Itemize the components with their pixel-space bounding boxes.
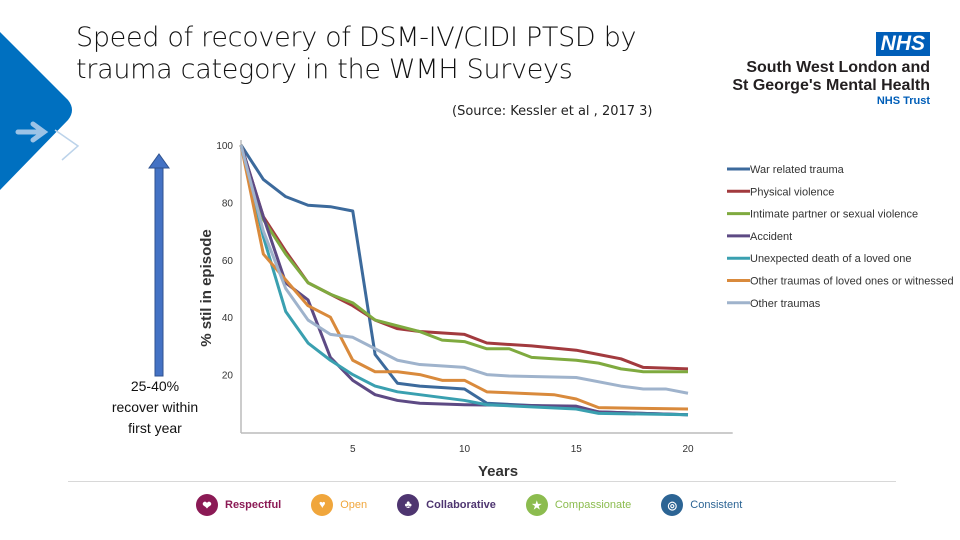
title-line-2: trauma category in the WMH Surveys [76, 54, 573, 85]
value-label: Open [340, 499, 368, 511]
arrow-right-icon [15, 121, 49, 143]
group-icon: ★ [525, 494, 548, 516]
y-tick-label: 60 [222, 256, 234, 267]
legend-label: Other traumas [750, 298, 821, 310]
slide-title: Speed of recovery of DSM-IV/CIDI PTSD by… [76, 22, 637, 86]
heart-icon: ♥ [311, 494, 334, 516]
decorative-chevron-shape [0, 32, 80, 190]
x-tick-label: 20 [682, 444, 694, 455]
legend-label: War related trauma [750, 164, 845, 176]
handshake-icon: ❤ [196, 494, 218, 516]
y-tick-label: 20 [222, 371, 234, 382]
x-tick-label: 5 [350, 444, 356, 455]
legend-label: Unexpected death of a loved one [750, 253, 911, 265]
nhs-logo: NHS South West London and St George's Me… [720, 32, 930, 107]
value-respectful: ❤ Respectful [196, 494, 281, 516]
people-icon: ♣ [397, 494, 420, 516]
legend-label: Intimate partner or sexual violence [750, 209, 918, 221]
value-consistent: ◎ Consistent [661, 494, 742, 516]
series-line-0 [239, 144, 689, 417]
series-line-5 [239, 144, 689, 411]
series-line-2 [239, 144, 688, 374]
y-tick-label: 40 [222, 313, 234, 324]
footer-divider [68, 481, 896, 482]
series-line-4 [239, 144, 689, 417]
y-tick-label: 80 [222, 198, 234, 209]
x-axis-label: Years [478, 463, 518, 480]
legend-label: Accident [750, 231, 792, 243]
value-compassionate: ★ Compassionate [525, 494, 632, 516]
title-line-1: Speed of recovery of DSM-IV/CIDI PTSD by [76, 22, 637, 53]
logo-line-3: NHS Trust [876, 95, 930, 107]
trust-values-bar: ❤ Respectful ♥ Open ♣ Collaborative ★ Compassio… [196, 494, 772, 516]
value-label: Collaborative [426, 499, 496, 511]
arrow-up-icon [148, 153, 170, 377]
annotation-line: 25-40% [130, 378, 180, 394]
series-line-1 [239, 144, 689, 371]
source-citation: (Source: Kessler et al , 2017 3) [452, 104, 653, 119]
annotation-line: first year [128, 420, 182, 436]
annotation-line: recover within [111, 399, 199, 415]
x-tick-label: 15 [571, 444, 583, 455]
value-collaborative: ♣ Collaborative [397, 494, 496, 516]
series-line-3 [239, 144, 689, 417]
y-tick-label: 100 [216, 141, 233, 152]
value-open: ♥ Open [311, 494, 367, 516]
logo-line-1: South West London and [746, 59, 930, 76]
value-label: Compassionate [554, 499, 632, 511]
nhs-badge: NHS [875, 32, 930, 56]
chevron-outline-icon [54, 129, 80, 161]
logo-line-2: St George's Mental Health [732, 77, 930, 94]
x-tick-label: 10 [459, 444, 471, 455]
series-line-6 [239, 144, 689, 395]
y-axis-label: % stil in episode [198, 229, 215, 347]
recovery-chart: 20 40 60 80 100 5 10 15 20 Years % stil in episode… [198, 140, 954, 480]
legend-label: Other traumas of loved ones or witnessed [750, 276, 954, 288]
target-icon: ◎ [661, 494, 684, 516]
recovery-annotation: 25-40% recover within first year [95, 376, 215, 439]
legend-label: Physical violence [750, 186, 834, 198]
value-label: Consistent [690, 499, 743, 511]
value-label: Respectful [225, 499, 282, 511]
